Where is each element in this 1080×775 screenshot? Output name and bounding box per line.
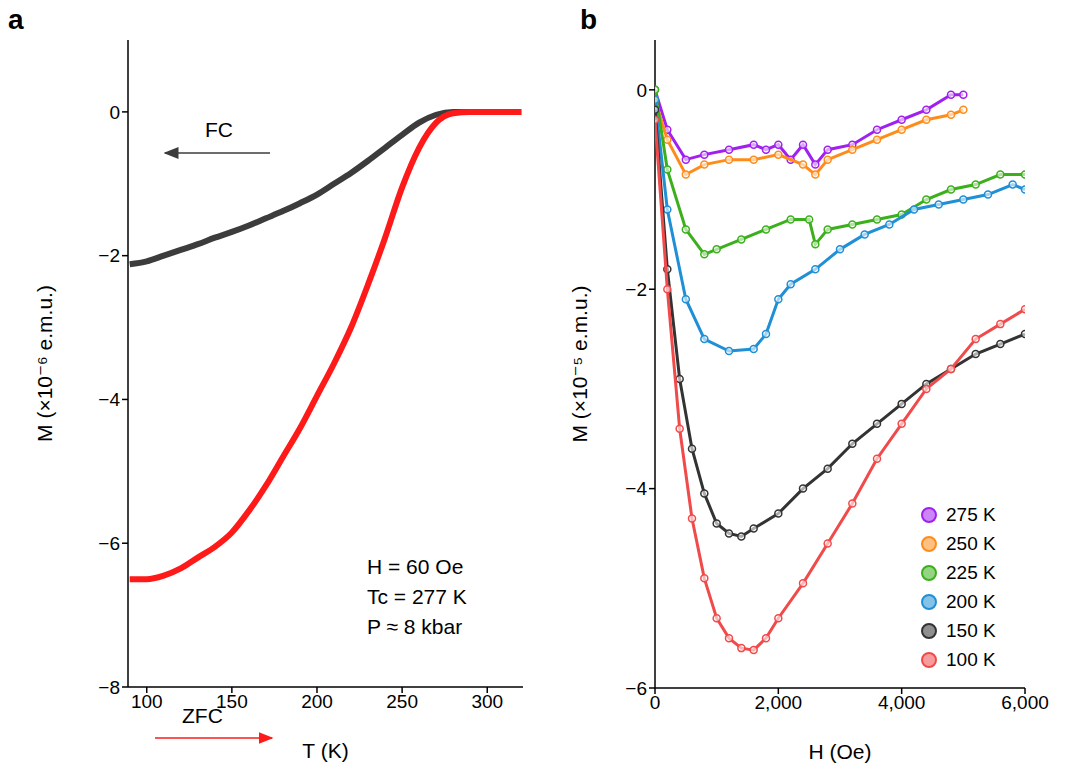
html-text:100 K: 100 K <box>946 649 996 670</box>
svg-text:6,000: 6,000 <box>1001 692 1049 713</box>
html-text:200 K: 200 K <box>946 591 996 612</box>
html-text:FC: FC <box>205 118 233 141</box>
svg-text:T (K): T (K) <box>302 739 348 762</box>
svg-text:−2: −2 <box>98 245 120 266</box>
html-text:Tc = 277 K: Tc = 277 K <box>367 585 467 608</box>
svg-text:2,000: 2,000 <box>755 692 803 713</box>
svg-text:0: 0 <box>636 80 647 101</box>
svg-text:250: 250 <box>386 691 418 712</box>
svg-text:0: 0 <box>650 692 661 713</box>
svg-text:−4: −4 <box>625 478 647 499</box>
svg-text:0: 0 <box>109 102 120 123</box>
svg-text:−2: −2 <box>625 279 647 300</box>
svg-text:300: 300 <box>471 691 503 712</box>
svg-text:−4: −4 <box>98 389 120 410</box>
html-text:H = 60 Oe: H = 60 Oe <box>367 555 464 578</box>
html-text:a: a <box>8 4 24 35</box>
html-text:P ≈ 8 kbar: P ≈ 8 kbar <box>367 615 463 638</box>
html-text:250 K: 250 K <box>946 533 996 554</box>
html-text:ZFC: ZFC <box>182 704 223 727</box>
svg-text:100: 100 <box>131 691 163 712</box>
svg-text:−8: −8 <box>98 677 120 698</box>
svg-text:H (Oe): H (Oe) <box>809 740 872 763</box>
svg-text:M (×10⁻⁶ e.m.u.): M (×10⁻⁶ e.m.u.) <box>33 285 56 442</box>
svg-text:150: 150 <box>216 691 248 713</box>
svg-text:200: 200 <box>301 691 333 712</box>
svg-text:4,000: 4,000 <box>878 692 926 713</box>
html-text:275 K: 275 K <box>946 504 996 525</box>
svg-text:−6: −6 <box>98 533 120 554</box>
svg-text:−6: −6 <box>625 678 647 699</box>
html-text:150 K: 150 K <box>946 620 996 641</box>
svg-text:M (×10⁻⁵ e.m.u.): M (×10⁻⁵ e.m.u.) <box>568 286 591 443</box>
html-text:225 K: 225 K <box>946 562 996 583</box>
html-text:b: b <box>580 4 598 35</box>
